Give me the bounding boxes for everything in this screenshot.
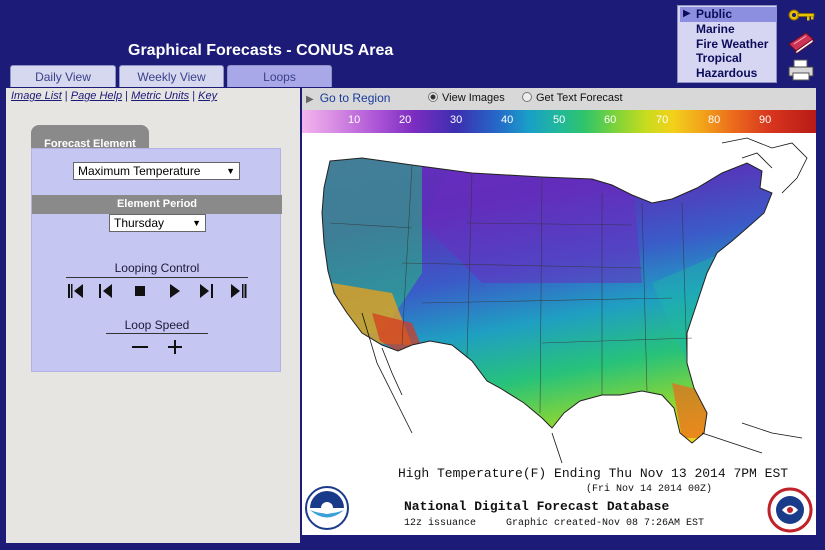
page-title: Graphical Forecasts - CONUS Area: [128, 42, 394, 59]
scale-tick: 10: [348, 114, 361, 126]
tab-loops[interactable]: Loops: [227, 65, 332, 87]
site-menu-item-hazardous[interactable]: Hazardous: [696, 66, 758, 80]
dropdown-arrow-icon: ▼: [192, 218, 201, 228]
left-panel: Image List | Page Help | Metric Units | …: [6, 88, 300, 543]
key-link[interactable]: Key: [198, 90, 218, 102]
forecast-element-tab: Forecast Element: [31, 125, 149, 151]
scale-tick: 60: [604, 114, 617, 126]
tab-weekly-view[interactable]: Weekly View: [119, 65, 224, 87]
scale-tick: 80: [708, 114, 721, 126]
forecast-control-panel: Maximum Temperature ▼ Element Period Thu…: [31, 148, 282, 372]
site-menu-item-public[interactable]: Public: [696, 7, 733, 21]
go-to-region-label: Go to Region: [319, 91, 391, 105]
looping-control-label: Looping Control: [114, 261, 200, 275]
side-icons: [786, 8, 816, 84]
divider: [66, 277, 248, 278]
us-temperature-map: [321, 137, 808, 464]
element-period-select[interactable]: Thursday ▼: [109, 214, 206, 232]
site-menu-item-tropical[interactable]: Tropical: [696, 51, 743, 65]
page-help-link[interactable]: Page Help: [70, 90, 123, 102]
nws-logo: [767, 487, 813, 533]
view-images-radio[interactable]: View Images: [428, 92, 505, 104]
tab-daily-view[interactable]: Daily View: [10, 65, 116, 87]
header: Graphical Forecasts - CONUS Area Daily V…: [0, 0, 825, 92]
scale-tick: 70: [656, 114, 669, 126]
radio-unchecked-icon: [522, 92, 532, 102]
forecast-map[interactable]: High Temperature(F) Ending Thu Nov 13 20…: [302, 133, 816, 535]
first-frame-icon[interactable]: [65, 282, 87, 300]
map-caption-utc: (Fri Nov 14 2014 00Z): [586, 484, 713, 495]
map-issuance: 12z issuance: [404, 518, 477, 529]
radio-checked-icon: [428, 92, 438, 102]
loop-speed-label: Loop Speed: [124, 318, 190, 332]
get-text-forecast-label: Get Text Forecast: [536, 92, 623, 104]
last-frame-icon[interactable]: [227, 282, 249, 300]
previous-frame-icon[interactable]: [95, 282, 117, 300]
scale-tick: 20: [399, 114, 412, 126]
site-menu-item-fire-weather[interactable]: Fire Weather: [696, 37, 769, 51]
scale-tick: 90: [759, 114, 772, 126]
map-toolbar: ▶ Go to Region View Images Get Text Forec…: [302, 88, 816, 110]
book-icon[interactable]: [786, 30, 816, 54]
divider: [106, 333, 208, 334]
element-period-header: Element Period: [32, 195, 282, 214]
map-created: Graphic created-Nov 08 7:26AM EST: [506, 518, 705, 529]
forecast-element-select[interactable]: Maximum Temperature ▼: [73, 162, 240, 180]
help-links: Image List | Page Help | Metric Units | …: [11, 90, 218, 102]
site-menu-item-marine[interactable]: Marine: [696, 22, 735, 36]
site-menu: ▶ Public Marine Fire Weather Tropical Ha…: [677, 5, 777, 83]
scale-tick: 50: [553, 114, 566, 126]
temperature-color-scale: 10 20 30 40 50 60 70 80 90: [302, 110, 816, 133]
view-tabs: Daily View Weekly View Loops: [10, 65, 332, 87]
map-caption-title: High Temperature(F) Ending Thu Nov 13 20…: [398, 466, 789, 481]
next-frame-icon[interactable]: [195, 282, 217, 300]
play-icon[interactable]: [164, 282, 186, 300]
metric-units-link[interactable]: Metric Units: [131, 90, 190, 102]
arrow-right-icon: ▶: [306, 94, 314, 105]
image-list-link[interactable]: Image List: [11, 90, 62, 102]
scale-tick: 40: [501, 114, 514, 126]
faster-plus-icon[interactable]: [165, 337, 185, 357]
get-text-forecast-radio[interactable]: Get Text Forecast: [522, 92, 623, 104]
key-icon[interactable]: [786, 8, 816, 26]
forecast-element-value: Maximum Temperature: [78, 164, 201, 178]
dropdown-arrow-icon: ▼: [226, 166, 235, 176]
element-period-value: Thursday: [114, 216, 165, 230]
view-images-label: View Images: [442, 92, 505, 104]
printer-icon[interactable]: [786, 58, 816, 82]
noaa-logo: [305, 486, 349, 530]
site-menu-selection: [680, 7, 776, 22]
stop-icon[interactable]: [129, 282, 151, 300]
slower-minus-icon[interactable]: [130, 337, 150, 357]
go-to-region-link[interactable]: ▶ Go to Region: [306, 91, 390, 105]
scale-tick: 30: [450, 114, 463, 126]
map-database-name: National Digital Forecast Database: [404, 499, 670, 514]
selected-arrow-icon: ▶: [683, 8, 691, 19]
